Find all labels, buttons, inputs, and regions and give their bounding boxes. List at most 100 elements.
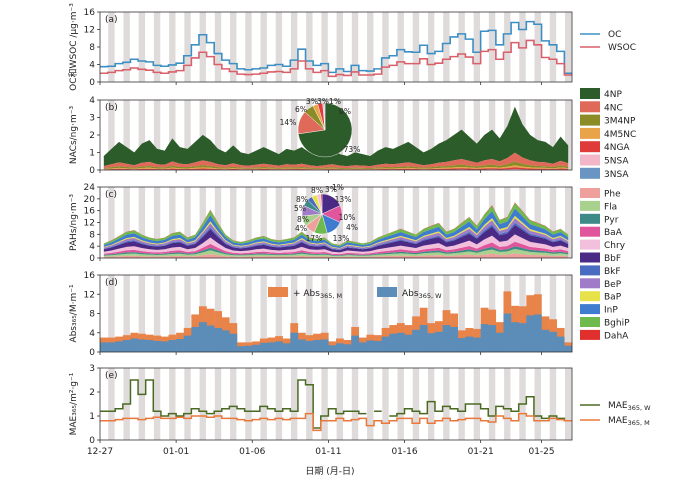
x-tick-label: 01-21 (468, 447, 494, 457)
y-tick-label: 1 (89, 149, 95, 159)
night-band (398, 368, 404, 440)
night-band (428, 12, 434, 82)
bar-Abs365,W (237, 346, 245, 352)
legend-swatch (580, 317, 600, 327)
bar-Abs365,W (473, 338, 481, 352)
y-axis-label: PAHs/ng·m⁻³ (69, 194, 79, 251)
y-tick-label: 24 (84, 183, 96, 193)
bar-Abs365,W (199, 322, 207, 352)
pie-label: 0% (339, 107, 351, 116)
panel-label: (a) (105, 15, 118, 25)
legend-label: Fla (604, 202, 617, 212)
legend-label: BaP (604, 293, 622, 303)
panel-label: (d) (105, 278, 118, 288)
bar-Abs365,W (146, 340, 154, 352)
legend-label: 5NSA (604, 157, 629, 167)
bar-Abs365,W (420, 325, 428, 352)
night-band (489, 12, 495, 82)
legend-label: Phe (604, 190, 621, 200)
legend-label: Pyr (604, 215, 619, 225)
night-band (367, 368, 373, 440)
bar-Abs365,W (366, 340, 374, 352)
night-band (428, 368, 434, 440)
legend-swatch (580, 155, 600, 166)
legend-label: 3NSA (604, 170, 629, 180)
y-axis-label: MAE₃₆₅/m²·g⁻¹ (69, 372, 79, 435)
bar-Abs365,W (115, 341, 123, 352)
bar-Abs365,W (275, 341, 283, 352)
bar-Abs365,W (161, 341, 169, 352)
legend-swatch (580, 227, 600, 237)
bar-Abs365,W (321, 339, 329, 352)
pie-label: 1% (332, 183, 344, 192)
pie-label: 13% (333, 234, 350, 243)
bar-Abs365,W (488, 325, 496, 352)
y-tick-label: 0 (89, 254, 95, 264)
legend-swatch (580, 168, 600, 179)
legend-label: MAE365, M (608, 416, 650, 427)
bar-Abs365,W (526, 315, 534, 352)
legend-label: BaA (604, 228, 623, 238)
pie-label: 13% (335, 195, 352, 204)
bar-Abs365,W (336, 343, 344, 352)
y-tick-label: 12 (84, 26, 95, 36)
y-tick-label: 0 (89, 348, 95, 358)
bar-Abs365,W (344, 344, 352, 352)
night-band (139, 12, 145, 82)
night-band (184, 368, 190, 440)
bar-Abs365,W (359, 342, 367, 352)
bar-Abs365,W (481, 324, 489, 352)
legend-label: 4M5NC (604, 130, 636, 140)
night-band (550, 368, 556, 440)
night-band (458, 368, 464, 440)
legend-label: BkF (604, 267, 621, 277)
night-band (291, 12, 297, 82)
y-axis-label: NACs/ng·m⁻³ (69, 106, 79, 165)
night-band (200, 12, 206, 82)
bar-Abs365,W (313, 340, 321, 352)
legend-swatch (580, 128, 600, 139)
night-band (154, 12, 160, 82)
legend-swatch (580, 330, 600, 340)
legend-swatch (377, 287, 397, 297)
legend-label: DahA (604, 331, 629, 341)
bar-Abs365,W (496, 333, 504, 352)
bar-Abs365,W (267, 342, 275, 352)
night-band (230, 368, 236, 440)
night-band (382, 368, 388, 440)
y-tick-label: 8 (89, 310, 95, 320)
night-band (337, 368, 343, 440)
night-band (413, 12, 419, 82)
y-tick-label: 4 (89, 96, 95, 106)
x-axis-label: 日期 (月-日) (305, 466, 354, 477)
bar-Abs365,W (465, 337, 473, 352)
bar-Abs365,W (222, 330, 230, 352)
bar-Abs365,W (290, 333, 298, 352)
y-tick-label: 0 (89, 78, 95, 88)
legend-swatch (580, 278, 600, 288)
night-band (550, 12, 556, 82)
night-band (169, 368, 175, 440)
bar-Abs365,W (108, 342, 116, 352)
x-tick-label: 01-25 (528, 447, 554, 457)
night-band (535, 368, 541, 440)
bar-Abs365,W (412, 330, 420, 352)
night-band (504, 12, 510, 82)
y-tick-label: 4 (89, 61, 95, 71)
legend-label: BghiP (604, 319, 630, 329)
y-axis-label: OC和WSOC /μg·m⁻³ (68, 3, 79, 91)
y-tick-label: 3 (89, 114, 95, 124)
night-band (519, 12, 525, 82)
x-tick-label: 01-01 (163, 447, 189, 457)
night-band (382, 12, 388, 82)
x-tick-label: 12-27 (87, 447, 113, 457)
bar-Abs365,W (130, 339, 138, 352)
pie-label: 10% (339, 213, 356, 222)
night-band (443, 368, 449, 440)
y-tick-label: 0 (89, 436, 95, 446)
y-tick-label: 4 (89, 329, 95, 339)
bar-Abs365,W (549, 332, 557, 352)
legend-label: BbF (604, 254, 621, 264)
bar-Abs365,W (123, 340, 131, 352)
night-band (184, 12, 190, 82)
